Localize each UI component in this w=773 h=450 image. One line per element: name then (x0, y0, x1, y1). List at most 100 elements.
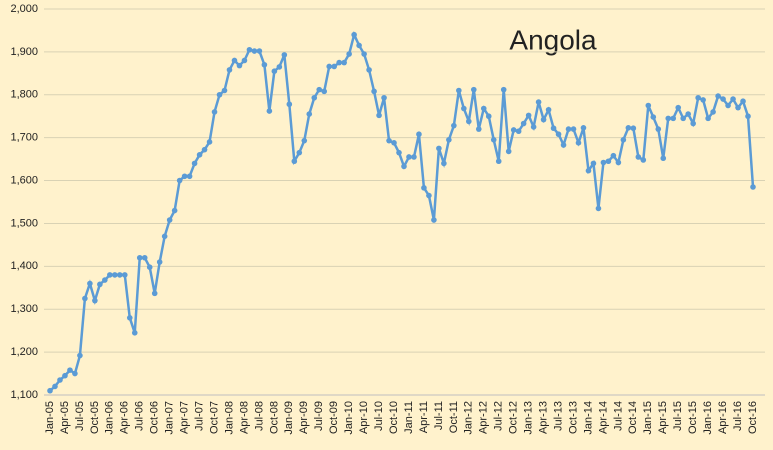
data-point (57, 377, 63, 383)
data-point (52, 383, 58, 390)
y-tick-label: 1,400 (10, 260, 38, 272)
data-point (466, 118, 472, 125)
data-point (690, 120, 696, 127)
data-point (575, 140, 582, 146)
x-tick-label: Jul-14 (612, 401, 624, 431)
data-point (490, 137, 497, 143)
data-point (645, 102, 652, 109)
data-point (585, 167, 592, 174)
data-point (351, 31, 357, 38)
data-point (610, 152, 617, 159)
data-point (515, 128, 522, 135)
data-point (550, 125, 557, 132)
data-point (710, 109, 716, 115)
data-point (97, 281, 103, 288)
data-point (331, 63, 337, 70)
x-tick-label: Jul-09 (313, 401, 325, 431)
data-point (261, 61, 268, 68)
data-point (650, 114, 657, 120)
data-point (87, 280, 93, 287)
data-point (291, 158, 298, 165)
data-point (346, 51, 352, 57)
data-point (680, 115, 686, 122)
data-point (525, 112, 532, 119)
data-point (246, 46, 253, 53)
data-point (396, 149, 402, 156)
x-tick-label: Apr-14 (597, 401, 609, 434)
data-point (186, 173, 193, 180)
y-tick-label: 2,000 (10, 3, 38, 15)
data-point (725, 102, 731, 109)
data-point (470, 86, 477, 93)
y-tick-label: 1,200 (10, 346, 38, 358)
x-tick-label: Jan-11 (403, 401, 415, 434)
data-point (570, 126, 577, 132)
x-tick-label: Oct-16 (747, 401, 759, 434)
data-point (675, 104, 682, 111)
data-point (590, 160, 597, 167)
data-point (431, 217, 437, 223)
data-point (226, 67, 233, 73)
y-tick-label: 1,700 (10, 132, 38, 144)
data-point (241, 57, 248, 64)
data-point (735, 104, 741, 111)
x-tick-label: Apr-16 (717, 401, 729, 434)
data-point (117, 272, 123, 278)
data-point (730, 96, 736, 102)
data-point (461, 105, 467, 112)
data-point (211, 109, 218, 115)
data-point (146, 264, 153, 270)
data-point (126, 315, 133, 321)
data-point (700, 97, 706, 103)
data-point (216, 91, 223, 98)
x-tick-label: Oct-13 (567, 401, 579, 434)
x-tick-label: Oct-09 (328, 401, 340, 434)
data-point (341, 59, 347, 66)
data-point (555, 131, 562, 138)
data-point (151, 290, 158, 297)
x-tick-label: Jul-16 (732, 401, 744, 431)
data-point (436, 145, 442, 152)
data-point (92, 297, 98, 304)
x-tick-label: Jan-05 (44, 401, 56, 435)
y-tick-label: 1,300 (10, 303, 38, 315)
data-point (131, 330, 138, 336)
x-tick-label: Apr-05 (59, 401, 71, 434)
x-tick-label: Jul-10 (373, 401, 385, 431)
data-point (276, 64, 283, 70)
x-tick-label: Apr-09 (298, 401, 310, 434)
x-tick-label: Jan-14 (582, 401, 594, 435)
data-point (176, 177, 183, 184)
data-point (356, 42, 362, 49)
data-point (720, 96, 726, 102)
y-tick-label: 1,500 (10, 217, 38, 229)
x-tick-label: Apr-12 (478, 401, 490, 434)
data-point (381, 94, 387, 101)
data-point (191, 160, 198, 167)
data-point (416, 131, 422, 138)
x-tick-label: Jan-07 (164, 401, 176, 435)
data-point (371, 88, 377, 95)
data-point (47, 387, 53, 394)
data-point (565, 126, 572, 132)
data-point (545, 106, 552, 113)
data-point (386, 137, 392, 144)
data-point (171, 207, 178, 214)
y-tick-label: 1,600 (10, 174, 38, 186)
data-point (520, 120, 527, 127)
data-point (660, 155, 667, 162)
data-point (271, 68, 278, 74)
y-tick-label: 1,100 (10, 389, 38, 401)
data-point (221, 87, 228, 94)
x-tick-label: Oct-05 (89, 401, 101, 434)
x-tick-label: Apr-07 (179, 401, 191, 434)
data-point (161, 233, 168, 240)
data-point (635, 154, 642, 160)
data-point (685, 111, 691, 117)
x-tick-label: Jul-15 (672, 401, 684, 431)
data-point (640, 157, 647, 163)
data-point (401, 163, 407, 170)
data-point (745, 113, 751, 120)
data-point (665, 115, 672, 122)
